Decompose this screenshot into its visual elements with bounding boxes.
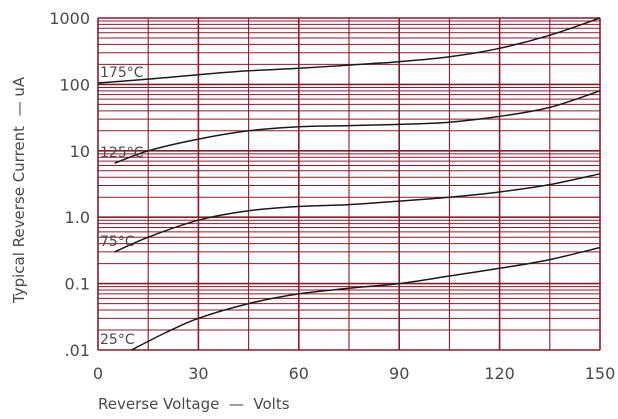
x-tick-label: 150 [585, 364, 616, 383]
x-tick-label: 90 [389, 364, 409, 383]
series-line [97, 17, 601, 84]
series-line [114, 90, 601, 164]
labels: 0 30 60 90 120 150 .01 0.1 1.0 10 100 1000 25°C 75°C 1… [49, 9, 615, 383]
y-tick-label: 1.0 [65, 208, 90, 227]
y-axis-label: Typical Reverse Current — uA [10, 76, 28, 304]
series-label: 25°C [100, 332, 135, 348]
grid [97, 17, 601, 351]
y-tick-label: 0.1 [65, 275, 90, 294]
y-tick-label: .01 [65, 341, 90, 360]
series-line [131, 246, 601, 351]
y-tick-label: 1000 [49, 9, 90, 28]
series-label: 175°C [100, 65, 144, 81]
y-tick-label: 10 [70, 142, 90, 161]
y-tick-label: 100 [59, 75, 90, 94]
series-label: 75°C [100, 234, 135, 250]
x-tick-label: 30 [188, 364, 208, 383]
curves [97, 17, 601, 351]
x-tick-label: 0 [93, 364, 103, 383]
series-line [114, 173, 601, 253]
x-tick-label: 120 [484, 364, 515, 383]
x-tick-label: 60 [289, 364, 309, 383]
x-axis-label: Reverse Voltage — Volts [98, 395, 290, 413]
series-label: 125°C [100, 145, 144, 161]
